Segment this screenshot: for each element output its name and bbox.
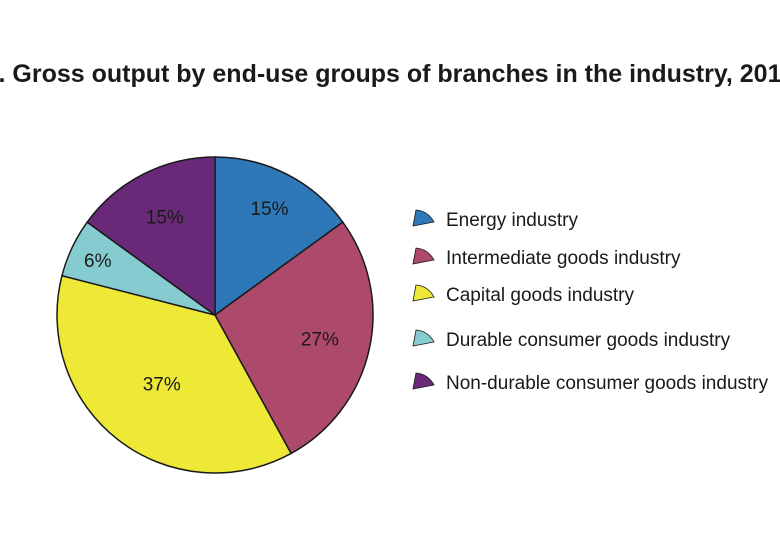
legend-swatch (412, 247, 435, 265)
legend-label: Intermediate goods industry (446, 248, 681, 269)
pie-slice-capital-goods-industry (56, 274, 293, 474)
legend-item-capital-goods-industry: Capital goods industry (412, 284, 634, 306)
legend-item-intermediate-goods-industry: Intermediate goods industry (412, 247, 681, 269)
legend-item-energy-industry: Energy industry (412, 209, 579, 231)
slice-label-intermediate-goods-industry: 27% (301, 329, 339, 350)
pie-slice-energy-industry (214, 156, 344, 317)
legend-swatch (412, 329, 435, 347)
pie-slice-intermediate-goods-industry (214, 221, 374, 455)
legend-swatch (412, 372, 435, 390)
legend-label: Energy industry (446, 210, 579, 231)
legend-item-durable-consumer-goods-industry: Durable consumer goods industry (412, 329, 731, 351)
chart-title: 6. Gross output by end-use groups of bra… (0, 60, 780, 88)
legend-swatch (412, 209, 435, 227)
slice-labels: 15% 27% 37% 6% 15% (84, 199, 339, 396)
pie-slice-non-durable-consumer-goods-industry (86, 156, 216, 317)
legend-swatch (412, 284, 435, 302)
legend-item-non-durable-consumer-goods-industry: Non-durable consumer goods industry (412, 372, 769, 394)
legend-label: Durable consumer goods industry (446, 330, 731, 351)
legend: Energy industry Intermediate goods indust… (412, 209, 769, 394)
slice-label-durable-consumer-goods-industry: 6% (84, 251, 112, 272)
slice-label-energy-industry: 15% (250, 199, 288, 220)
slice-label-capital-goods-industry: 37% (143, 375, 181, 396)
pie-slices (56, 156, 374, 474)
legend-label: Non-durable consumer goods industry (446, 373, 769, 394)
slice-label-non-durable-consumer-goods-industry: 15% (146, 207, 184, 228)
legend-label: Capital goods industry (446, 285, 634, 306)
